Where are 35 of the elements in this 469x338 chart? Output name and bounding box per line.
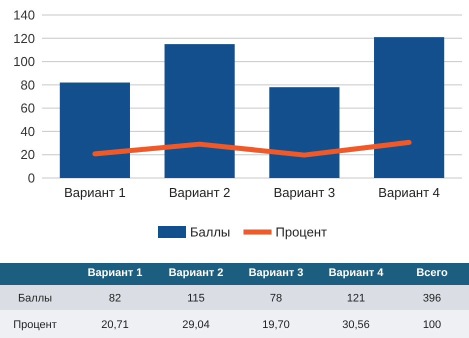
text: Всего <box>416 267 448 279</box>
y-tick-label: 0 <box>28 170 35 186</box>
y-tick-label: 100 <box>13 54 35 70</box>
y-tick-label: 20 <box>20 147 35 162</box>
bar <box>269 87 340 178</box>
text: 29,04 <box>182 319 210 331</box>
bar <box>374 37 444 178</box>
legend-label: Процент <box>276 224 328 240</box>
text: 20,71 <box>101 319 129 331</box>
text: Баллы <box>18 292 52 304</box>
text: 82 <box>108 292 122 304</box>
text: 396 <box>422 292 442 304</box>
text: 121 <box>346 292 366 304</box>
y-tick-label: 120 <box>13 30 35 46</box>
y-tick-label: 80 <box>20 77 35 92</box>
y-tick-label: 140 <box>13 8 35 22</box>
text: 78 <box>270 292 282 304</box>
x-tick-label: Вариант 1 <box>64 185 126 200</box>
text: 19,70 <box>262 319 290 331</box>
bar <box>164 44 235 178</box>
x-tick-label: Вариант 4 <box>378 185 440 200</box>
y-tick-label: 40 <box>20 124 35 139</box>
bar <box>60 82 130 178</box>
category-label: Вариант 2 <box>168 267 224 279</box>
text: 30,56 <box>342 319 370 331</box>
x-tick-label: Вариант 2 <box>168 185 230 200</box>
text: 100 <box>422 319 442 331</box>
text: 115 <box>187 292 205 304</box>
legend-label: Баллы <box>190 224 230 240</box>
category-label: Вариант 1 <box>88 267 142 279</box>
category-label: Вариант 4 <box>328 267 384 279</box>
x-tick-label: Вариант 3 <box>274 185 336 200</box>
category-label: Вариант 3 <box>248 267 304 279</box>
y-tick-label: 60 <box>20 100 35 116</box>
text: Процент <box>13 319 57 331</box>
